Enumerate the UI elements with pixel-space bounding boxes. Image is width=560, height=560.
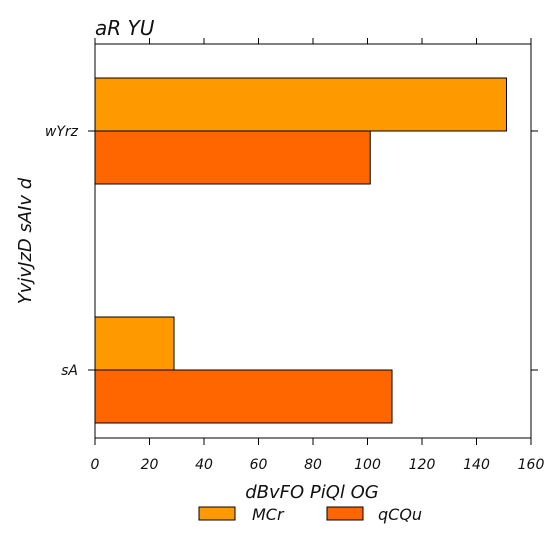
x-tick-label: 160 <box>518 457 545 473</box>
legend-label-qCQu: qCQu <box>378 505 422 524</box>
x-tick-label: 140 <box>463 457 490 473</box>
x-tick-label: 80 <box>304 457 322 473</box>
legend: MCr qCQu <box>198 505 422 524</box>
legend-label-MCr: MCr <box>252 505 285 524</box>
y-axis-label: YvjvJzD sAIv d <box>15 177 36 304</box>
plot-area <box>94 77 507 424</box>
y-tick-label: sA <box>61 363 78 379</box>
x-tick-label: 0 <box>91 457 100 473</box>
x-tick-label: 20 <box>141 457 159 473</box>
x-axis-label: dBvFO PiQl OG <box>245 482 379 503</box>
axes: 0 20 40 60 80 100 120 140 160 wYrz sA <box>45 38 545 473</box>
bar-MCr-wYrz <box>94 77 507 132</box>
x-tick-label: 60 <box>250 457 268 473</box>
x-tick-label: 40 <box>195 457 213 473</box>
x-tick-label: 120 <box>409 457 436 473</box>
legend-swatch-MCr <box>198 506 236 521</box>
legend-swatch-qCQu <box>326 506 364 521</box>
y-tick-label: wYrz <box>45 124 79 140</box>
bar-MCr-sA <box>94 316 175 371</box>
chart-title: aR YU <box>95 16 155 40</box>
bar-qCQu-wYrz <box>94 130 371 185</box>
x-tick-label: 100 <box>354 457 381 473</box>
bar-qCQu-sA <box>94 369 393 424</box>
